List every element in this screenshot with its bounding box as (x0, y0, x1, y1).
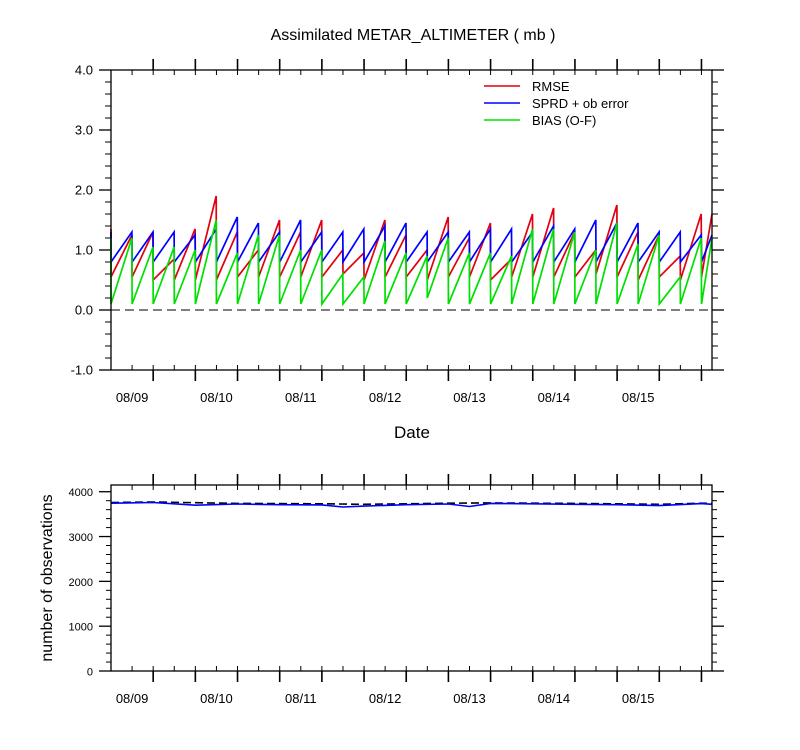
x-tick-label: 08/14 (538, 390, 571, 405)
x-tick-label: 08/13 (453, 691, 486, 706)
series-line-bias (110, 219, 713, 307)
legend: RMSE SPRD + ob error BIAS (O-F) (484, 79, 629, 128)
x-tick-label: 08/15 (622, 691, 655, 706)
legend-label-sprd: SPRD + ob error (532, 96, 629, 111)
bottom-ticks: 08/09 08/10 08/11 08/12 08/13 08/14 08/15 0 1000… (69, 474, 724, 706)
x-tick-label: 08/15 (622, 390, 655, 405)
x-tick-label: 08/09 (116, 691, 149, 706)
y-tick-label: 4000 (69, 487, 93, 499)
y-axis-label-observations: number of observations (39, 494, 56, 661)
y-tick-label: 2000 (69, 577, 93, 589)
y-tick-label: 3.0 (75, 123, 93, 138)
legend-label-bias: BIAS (O-F) (532, 113, 596, 128)
x-tick-label: 08/11 (285, 390, 317, 405)
y-tick-label: 0.0 (75, 303, 93, 318)
x-tick-label: 08/11 (285, 691, 317, 706)
x-tick-label: 08/09 (116, 390, 149, 405)
x-tick-label: 08/10 (200, 390, 233, 405)
x-axis-label: Date (394, 423, 430, 442)
chart-title: Assimilated METAR_ALTIMETER ( mb ) (271, 27, 556, 44)
y-tick-label: 2.0 (75, 183, 93, 198)
y-tick-label: 3000 (69, 532, 93, 544)
obs-series-used (110, 501, 713, 508)
bottom-plot-frame (110, 484, 713, 672)
y-tick-label: -1.0 (71, 363, 93, 378)
y-tick-label: 1000 (69, 622, 93, 634)
y-tick-label: 0 (87, 667, 93, 679)
top-ticks: 08/09 08/10 08/11 08/12 08/13 08/14 08/15 -1.0 0… (71, 59, 724, 405)
obs-series-possible (110, 501, 713, 506)
legend-label-rmse: RMSE (532, 79, 570, 94)
bottom-series-group (110, 501, 713, 508)
x-tick-label: 08/12 (369, 691, 402, 706)
x-tick-label: 08/13 (453, 390, 486, 405)
top-series-group (110, 195, 713, 307)
x-tick-label: 08/10 (200, 691, 233, 706)
top-plot-frame (110, 69, 713, 371)
y-tick-label: 4.0 (75, 63, 93, 78)
y-tick-label: 1.0 (75, 243, 93, 258)
series-line-rmse (110, 195, 713, 283)
x-tick-label: 08/14 (538, 691, 571, 706)
x-tick-label: 08/12 (369, 390, 402, 405)
